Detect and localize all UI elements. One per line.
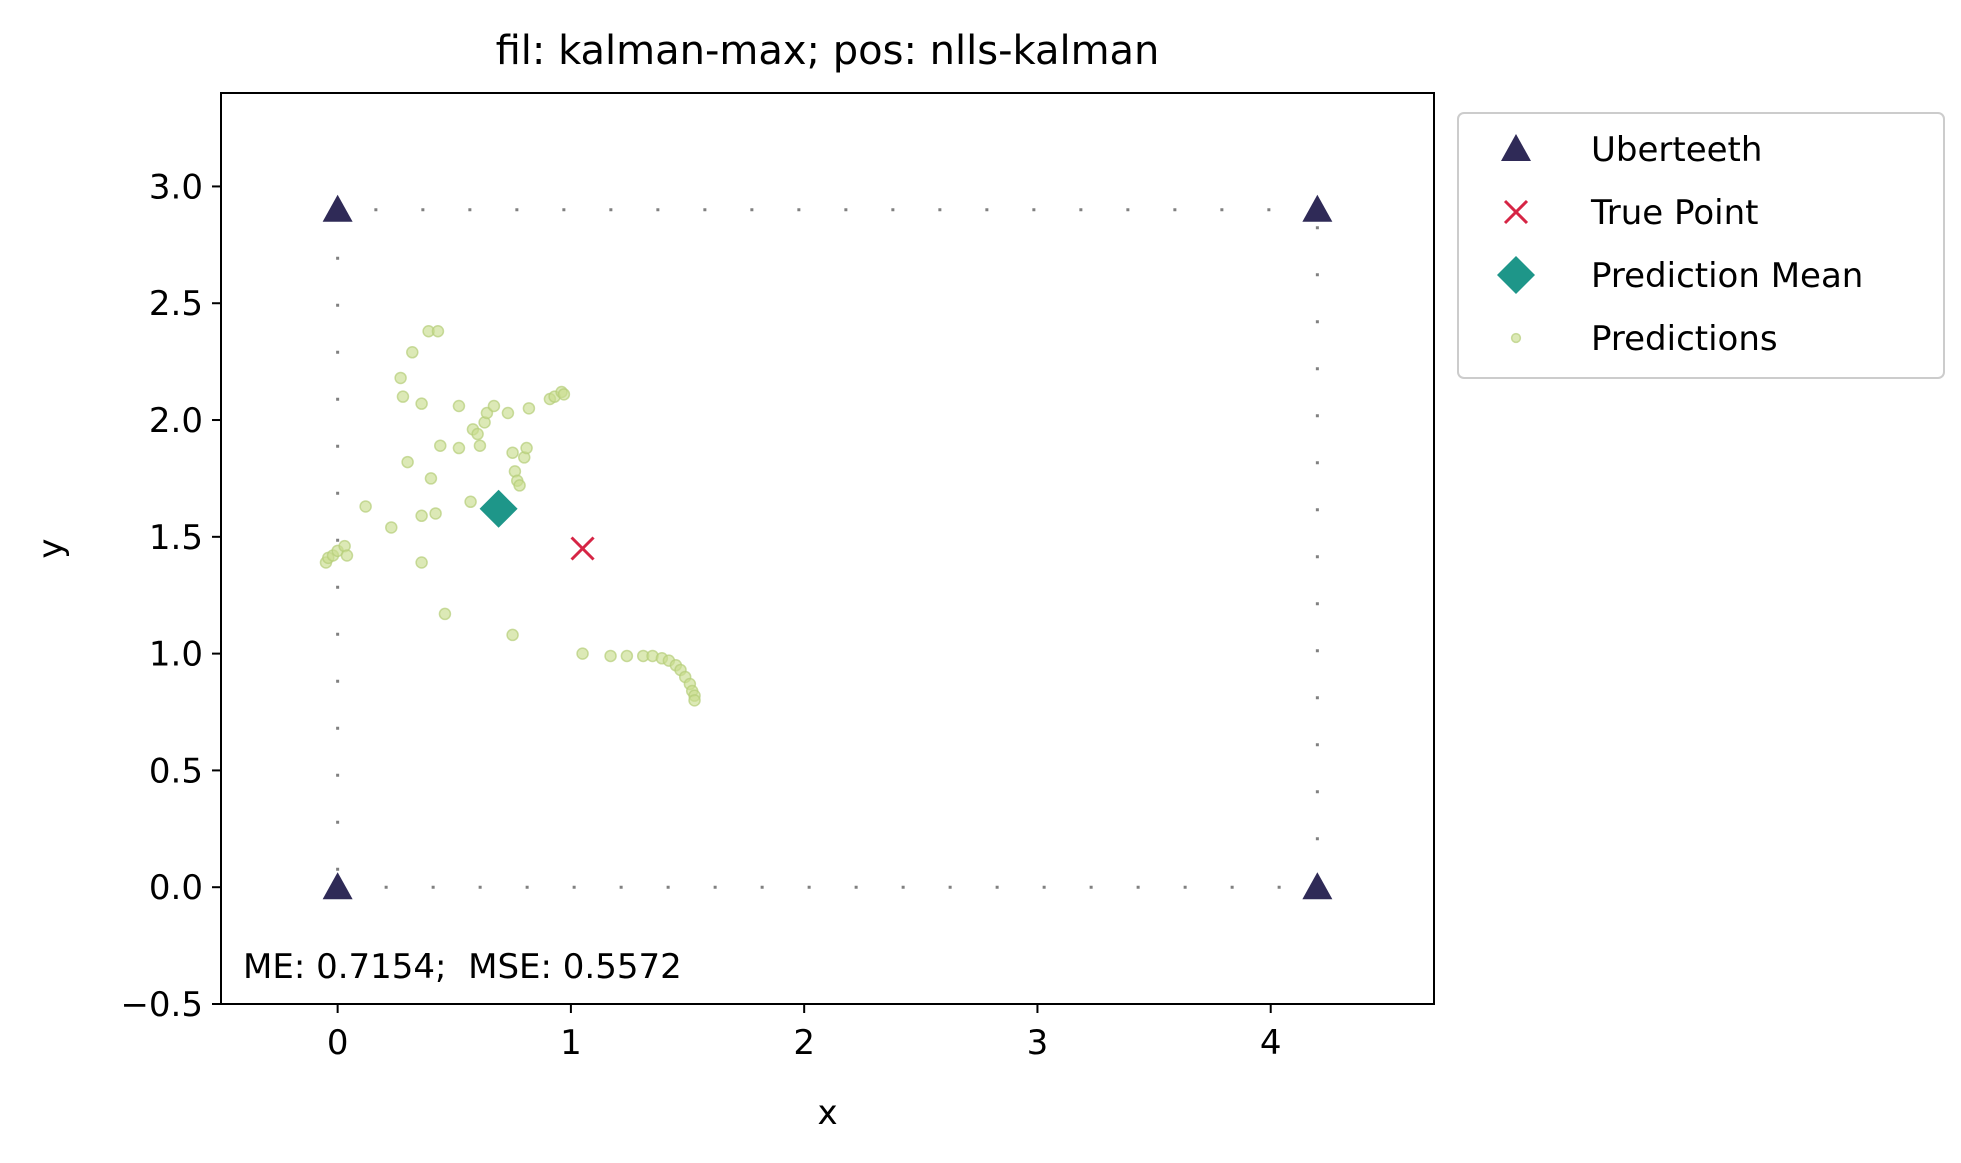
y-axis-label: y	[31, 538, 71, 558]
predictions-point	[406, 346, 419, 359]
predictions-point	[473, 439, 487, 452]
predictions-point	[604, 649, 617, 663]
legend-box	[1457, 112, 1945, 379]
legend-label-uberteeth: Uberteeth	[1591, 130, 1762, 170]
predictions-point	[359, 500, 372, 513]
error-annotation: ME: 0.7154; MSE: 0.5572	[243, 947, 682, 987]
predictions-point	[424, 472, 438, 485]
predictions-point	[688, 694, 701, 707]
x-axis-label: x	[817, 1093, 837, 1133]
predictions-point	[401, 455, 414, 469]
predictions-point	[415, 397, 428, 410]
uberteeth-point	[322, 872, 353, 900]
legend-marker-predictions	[1510, 332, 1522, 344]
y-tick-label: 3.0	[149, 167, 203, 207]
y-tick-label: 0.5	[149, 751, 203, 791]
uberteeth-point	[1302, 194, 1333, 222]
predictions-point	[452, 399, 466, 413]
predictions-point	[429, 507, 442, 520]
legend-label-true-point: True Point	[1590, 193, 1758, 233]
predictions-point	[431, 325, 445, 338]
predictions-point	[513, 479, 526, 492]
predictions-point	[506, 446, 519, 459]
legend-marker-prediction-mean	[1497, 256, 1535, 294]
y-tick-label: 1.5	[149, 518, 203, 558]
predictions-point	[340, 549, 354, 562]
predictions-point	[487, 399, 501, 413]
predictions-point	[438, 607, 452, 621]
predictions-point	[620, 649, 634, 663]
legend-label-predictions: Predictions	[1591, 319, 1778, 359]
predictions-point	[464, 495, 477, 509]
predictions-point	[522, 402, 536, 415]
uberteeth-point	[1302, 872, 1333, 900]
x-tick-label: 0	[327, 1023, 349, 1063]
axes-frame	[220, 92, 1435, 1005]
predictions-point	[396, 390, 410, 403]
legend: Uberteeth True Point Prediction Mean Predic…	[1457, 112, 1945, 379]
y-tick-label: 2.0	[149, 401, 203, 441]
uberteeth-point	[322, 194, 353, 222]
predictions-point	[471, 427, 484, 441]
x-tick-label: 1	[560, 1023, 582, 1063]
y-tick-label: 1.0	[149, 635, 203, 675]
y-tick-label: −0.5	[120, 985, 203, 1025]
predictions-point	[452, 441, 466, 455]
predictions-point	[415, 556, 428, 569]
predictions-point	[506, 628, 519, 642]
predictions-point	[557, 388, 571, 401]
legend-marker-uberteeth	[1501, 134, 1531, 161]
predictions-point	[394, 371, 407, 385]
predictions-point	[520, 441, 533, 455]
legend-marker-true-point	[1503, 199, 1529, 225]
y-tick-label: 0.0	[149, 868, 203, 908]
chart-title: fil: kalman-max; pos: nlls-kalman	[496, 28, 1160, 74]
predictions-point	[576, 647, 589, 660]
legend-label-prediction-mean: Prediction Mean	[1591, 256, 1863, 296]
predictions-point	[385, 521, 398, 534]
x-tick-label: 4	[1260, 1023, 1282, 1063]
true-point-point	[570, 536, 595, 561]
x-tick-label: 3	[1027, 1023, 1049, 1063]
x-tick-label: 2	[793, 1023, 815, 1063]
y-tick-label: 2.5	[149, 284, 203, 324]
prediction-mean-point	[479, 489, 518, 528]
predictions-point	[501, 406, 515, 420]
predictions-point	[434, 439, 447, 452]
predictions-point	[415, 509, 428, 523]
